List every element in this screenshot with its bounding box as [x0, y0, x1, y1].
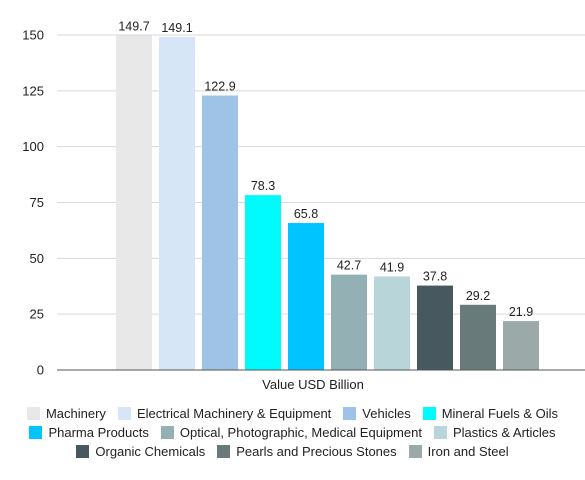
legend-item: Pearls and Precious Stones — [217, 444, 397, 459]
data-label: 78.3 — [251, 179, 275, 193]
legend-swatch — [408, 445, 422, 458]
legend-item: Plastics & Articles — [433, 425, 556, 440]
data-label: 149.7 — [118, 20, 149, 34]
data-label: 21.9 — [509, 305, 533, 319]
legend-label: Vehicles — [362, 406, 411, 421]
legend-swatch — [160, 426, 174, 439]
legend-swatch — [343, 407, 357, 420]
data-label: 41.9 — [380, 260, 404, 274]
bar — [159, 37, 195, 370]
legend-label: Plastics & Articles — [452, 425, 556, 440]
legend-item: Electrical Machinery & Equipment — [117, 406, 332, 421]
data-label: 149.1 — [161, 21, 192, 35]
bar — [417, 285, 453, 370]
y-tick-label: 0 — [37, 363, 44, 378]
y-axis-ticks: 0 25 50 75 100 125 150 — [22, 28, 44, 378]
legend-label: Machinery — [45, 406, 106, 421]
legend-swatch — [117, 407, 131, 420]
y-tick-label: 50 — [30, 251, 44, 266]
legend-item: Vehicles — [343, 406, 411, 421]
legend-swatch — [433, 426, 447, 439]
legend-label: Pharma Products — [48, 425, 149, 440]
data-label: 29.2 — [466, 289, 490, 303]
data-label: 37.8 — [423, 270, 447, 284]
legend-label: Pearls and Precious Stones — [236, 444, 397, 459]
data-label: 42.7 — [337, 259, 361, 273]
bar — [288, 223, 324, 370]
bar — [202, 95, 238, 371]
bar — [374, 276, 410, 370]
y-tick-label: 100 — [22, 139, 44, 154]
bar — [460, 304, 496, 370]
data-label: 65.8 — [294, 207, 318, 221]
legend-swatch — [26, 407, 40, 420]
legend-item: Optical, Photographic, Medical Equipment — [160, 425, 422, 440]
bars — [116, 35, 539, 371]
x-axis-title: Value USD Billion — [262, 377, 364, 392]
legend-item: Machinery — [26, 406, 106, 421]
y-tick-label: 25 — [30, 307, 44, 322]
y-tick-label: 75 — [30, 195, 44, 210]
legend-label: Organic Chemicals — [95, 444, 206, 459]
legend-item: Mineral Fuels & Oils — [422, 406, 559, 421]
bar — [503, 321, 539, 370]
legend-row: Machinery Electrical Machinery & Equipmen… — [0, 404, 585, 423]
legend: Machinery Electrical Machinery & Equipmen… — [0, 404, 585, 461]
y-tick-label: 125 — [22, 83, 44, 98]
legend-row: Pharma Products Optical, Photographic, Me… — [0, 423, 585, 442]
bar — [116, 35, 152, 371]
bar-chart: 0 25 50 75 100 125 150 149.7 149.1 122.9 78.3 65.8… — [22, 20, 585, 392]
data-label: 122.9 — [204, 80, 235, 94]
legend-label: Mineral Fuels & Oils — [441, 406, 559, 421]
legend-swatch — [76, 445, 90, 458]
y-tick-label: 150 — [22, 28, 44, 43]
legend-item: Organic Chemicals — [76, 444, 205, 459]
bar — [331, 274, 367, 370]
legend-item: Iron and Steel — [408, 444, 509, 459]
legend-item: Pharma Products — [29, 425, 149, 440]
data-labels: 149.7 149.1 122.9 78.3 65.8 42.7 41.9 37.8 29.2 2… — [118, 20, 533, 319]
legend-swatch — [217, 445, 231, 458]
bar — [245, 195, 281, 370]
legend-label: Electrical Machinery & Equipment — [136, 406, 332, 421]
legend-label: Iron and Steel — [427, 444, 509, 459]
legend-swatch — [422, 407, 436, 420]
legend-swatch — [29, 426, 43, 439]
legend-row: Organic Chemicals Pearls and Precious Sto… — [0, 442, 585, 461]
legend-label: Optical, Photographic, Medical Equipment — [179, 425, 422, 440]
